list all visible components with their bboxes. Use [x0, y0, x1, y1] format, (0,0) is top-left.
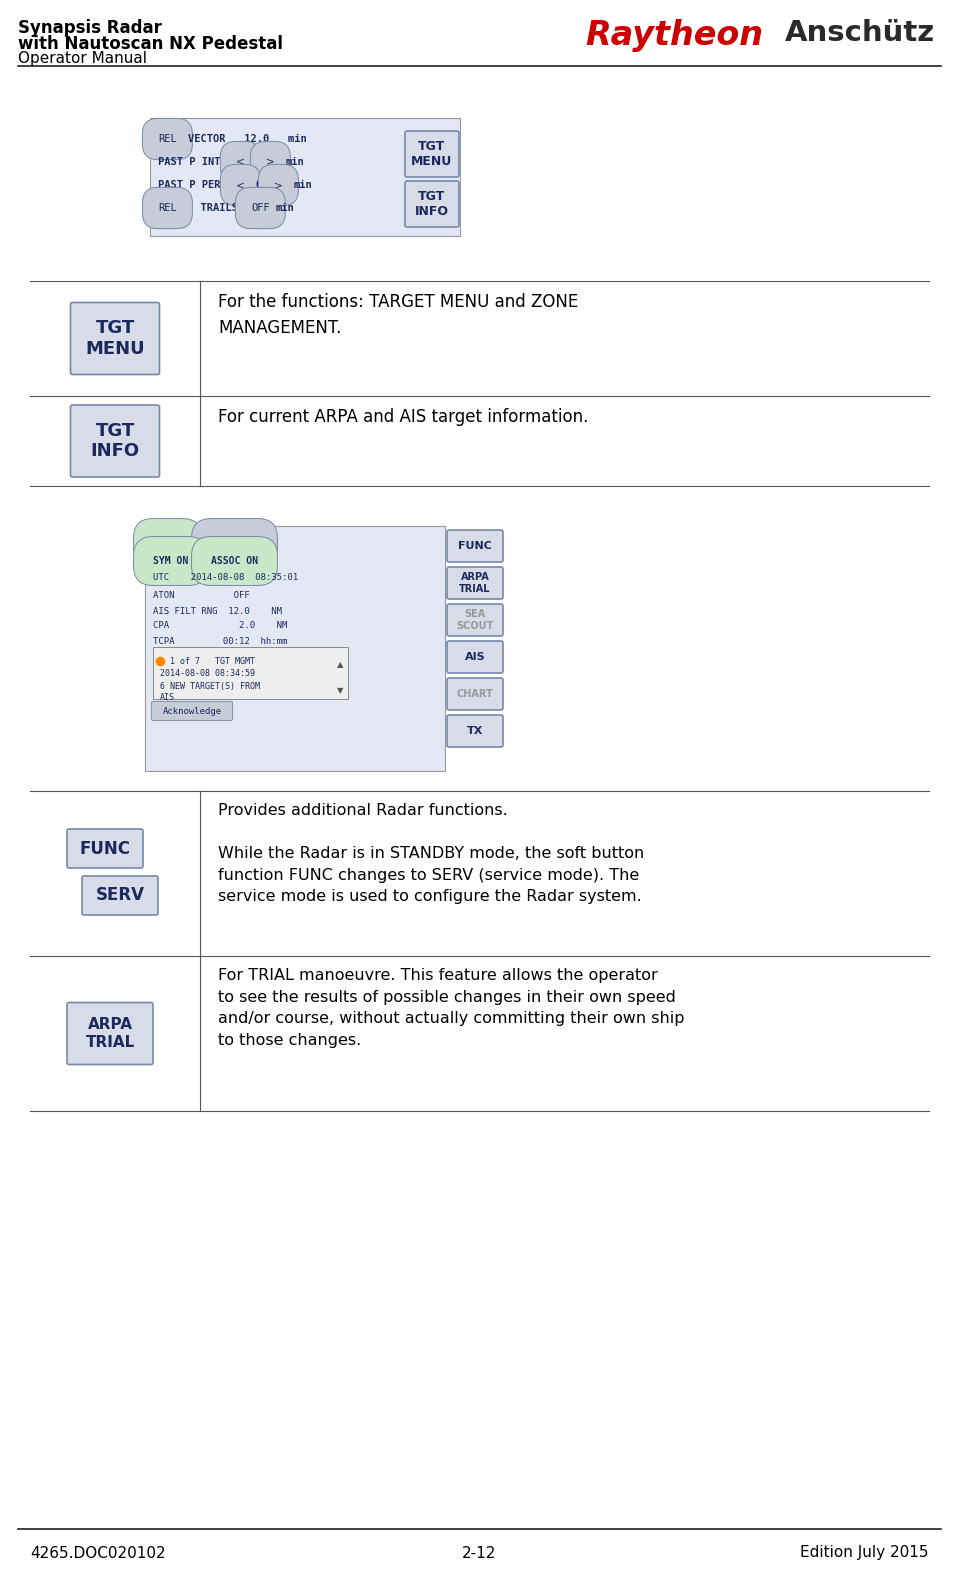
Text: For TRIAL manoeuvre. This feature allows the operator
to see the results of poss: For TRIAL manoeuvre. This feature allows…: [218, 967, 685, 1048]
Text: HL ON: HL ON: [153, 538, 182, 547]
Text: CHART: CHART: [456, 689, 493, 698]
Text: TCPA         00:12  hh:mm: TCPA 00:12 hh:mm: [153, 636, 288, 646]
Text: ▼: ▼: [337, 686, 343, 695]
Text: 6 NEW TARGET(S) FROM: 6 NEW TARGET(S) FROM: [160, 683, 260, 692]
Text: SERV: SERV: [96, 886, 145, 905]
Text: 1 of 7   TGT MGMT: 1 of 7 TGT MGMT: [170, 657, 255, 665]
Text: FILT OFF: FILT OFF: [211, 538, 258, 547]
Text: AIS: AIS: [160, 694, 175, 703]
FancyBboxPatch shape: [447, 641, 503, 673]
Text: OFF: OFF: [256, 180, 274, 189]
Text: CPA             2.0    NM: CPA 2.0 NM: [153, 622, 288, 630]
Text: SEA
SCOUT: SEA SCOUT: [456, 609, 494, 630]
Text: ARPA
TRIAL: ARPA TRIAL: [459, 573, 491, 593]
Text: <: <: [236, 158, 245, 167]
Text: 2014-08-08 08:34:59: 2014-08-08 08:34:59: [160, 670, 255, 678]
Text: min: min: [294, 180, 313, 189]
Text: VECTOR   12.0   min: VECTOR 12.0 min: [188, 134, 307, 145]
FancyBboxPatch shape: [405, 130, 459, 177]
FancyBboxPatch shape: [145, 527, 445, 772]
Text: FUNC: FUNC: [458, 541, 492, 550]
Text: FUNC: FUNC: [80, 840, 130, 858]
Text: min: min: [276, 204, 294, 213]
Text: TGT
INFO: TGT INFO: [415, 189, 449, 218]
Text: 2-12: 2-12: [462, 1545, 496, 1561]
Text: >: >: [266, 158, 274, 167]
Text: AIS: AIS: [465, 652, 485, 662]
FancyBboxPatch shape: [447, 605, 503, 636]
FancyBboxPatch shape: [150, 118, 460, 235]
Text: Acknowledge: Acknowledge: [162, 706, 222, 716]
Text: with Nautoscan NX Pedestal: with Nautoscan NX Pedestal: [18, 35, 283, 53]
Text: AIS FILT RNG  12.0    NM: AIS FILT RNG 12.0 NM: [153, 606, 282, 616]
Text: min: min: [286, 158, 305, 167]
Text: Edition July 2015: Edition July 2015: [801, 1545, 929, 1561]
FancyBboxPatch shape: [153, 648, 348, 698]
Text: Raytheon: Raytheon: [585, 19, 763, 53]
Text: ATON           OFF: ATON OFF: [153, 592, 249, 600]
Text: >: >: [274, 180, 283, 189]
Text: PAST P INT: PAST P INT: [158, 158, 221, 167]
Text: Anschütz: Anschütz: [785, 19, 935, 48]
FancyBboxPatch shape: [447, 566, 503, 598]
Text: 4265.DOC020102: 4265.DOC020102: [30, 1545, 166, 1561]
Text: OFF: OFF: [251, 204, 269, 213]
FancyBboxPatch shape: [447, 678, 503, 710]
FancyBboxPatch shape: [67, 829, 143, 869]
Text: ARPA
TRIAL: ARPA TRIAL: [85, 1017, 134, 1050]
Text: ASSOC ON: ASSOC ON: [211, 555, 258, 566]
FancyBboxPatch shape: [71, 406, 159, 477]
Text: Synapsis Radar: Synapsis Radar: [18, 19, 162, 37]
FancyBboxPatch shape: [447, 714, 503, 748]
Text: Operator Manual: Operator Manual: [18, 51, 147, 65]
Text: PAST P PER: PAST P PER: [158, 180, 221, 189]
Text: TGT
MENU: TGT MENU: [411, 140, 453, 169]
Text: Provides additional Radar functions.

While the Radar is in STANDBY mode, the so: Provides additional Radar functions. Whi…: [218, 803, 644, 904]
Text: UTC    2014-08-08  08:35:01: UTC 2014-08-08 08:35:01: [153, 573, 298, 582]
Text: REL: REL: [158, 204, 176, 213]
Text: REL: REL: [158, 134, 176, 145]
FancyBboxPatch shape: [405, 181, 459, 228]
Text: TX: TX: [467, 725, 483, 737]
Text: <: <: [236, 180, 245, 189]
FancyBboxPatch shape: [82, 877, 158, 915]
Text: ▲: ▲: [337, 660, 343, 670]
Text: For the functions: TARGET MENU and ZONE
MANAGEMENT.: For the functions: TARGET MENU and ZONE …: [218, 293, 578, 337]
FancyBboxPatch shape: [71, 302, 159, 374]
FancyBboxPatch shape: [152, 702, 232, 721]
Text: TRAILS: TRAILS: [188, 204, 238, 213]
Text: For current ARPA and AIS target information.: For current ARPA and AIS target informat…: [218, 407, 589, 426]
Text: TGT
INFO: TGT INFO: [90, 422, 140, 460]
Text: TGT
MENU: TGT MENU: [85, 320, 145, 358]
FancyBboxPatch shape: [67, 1002, 153, 1064]
FancyBboxPatch shape: [447, 530, 503, 562]
Text: SYM ON: SYM ON: [153, 555, 188, 566]
